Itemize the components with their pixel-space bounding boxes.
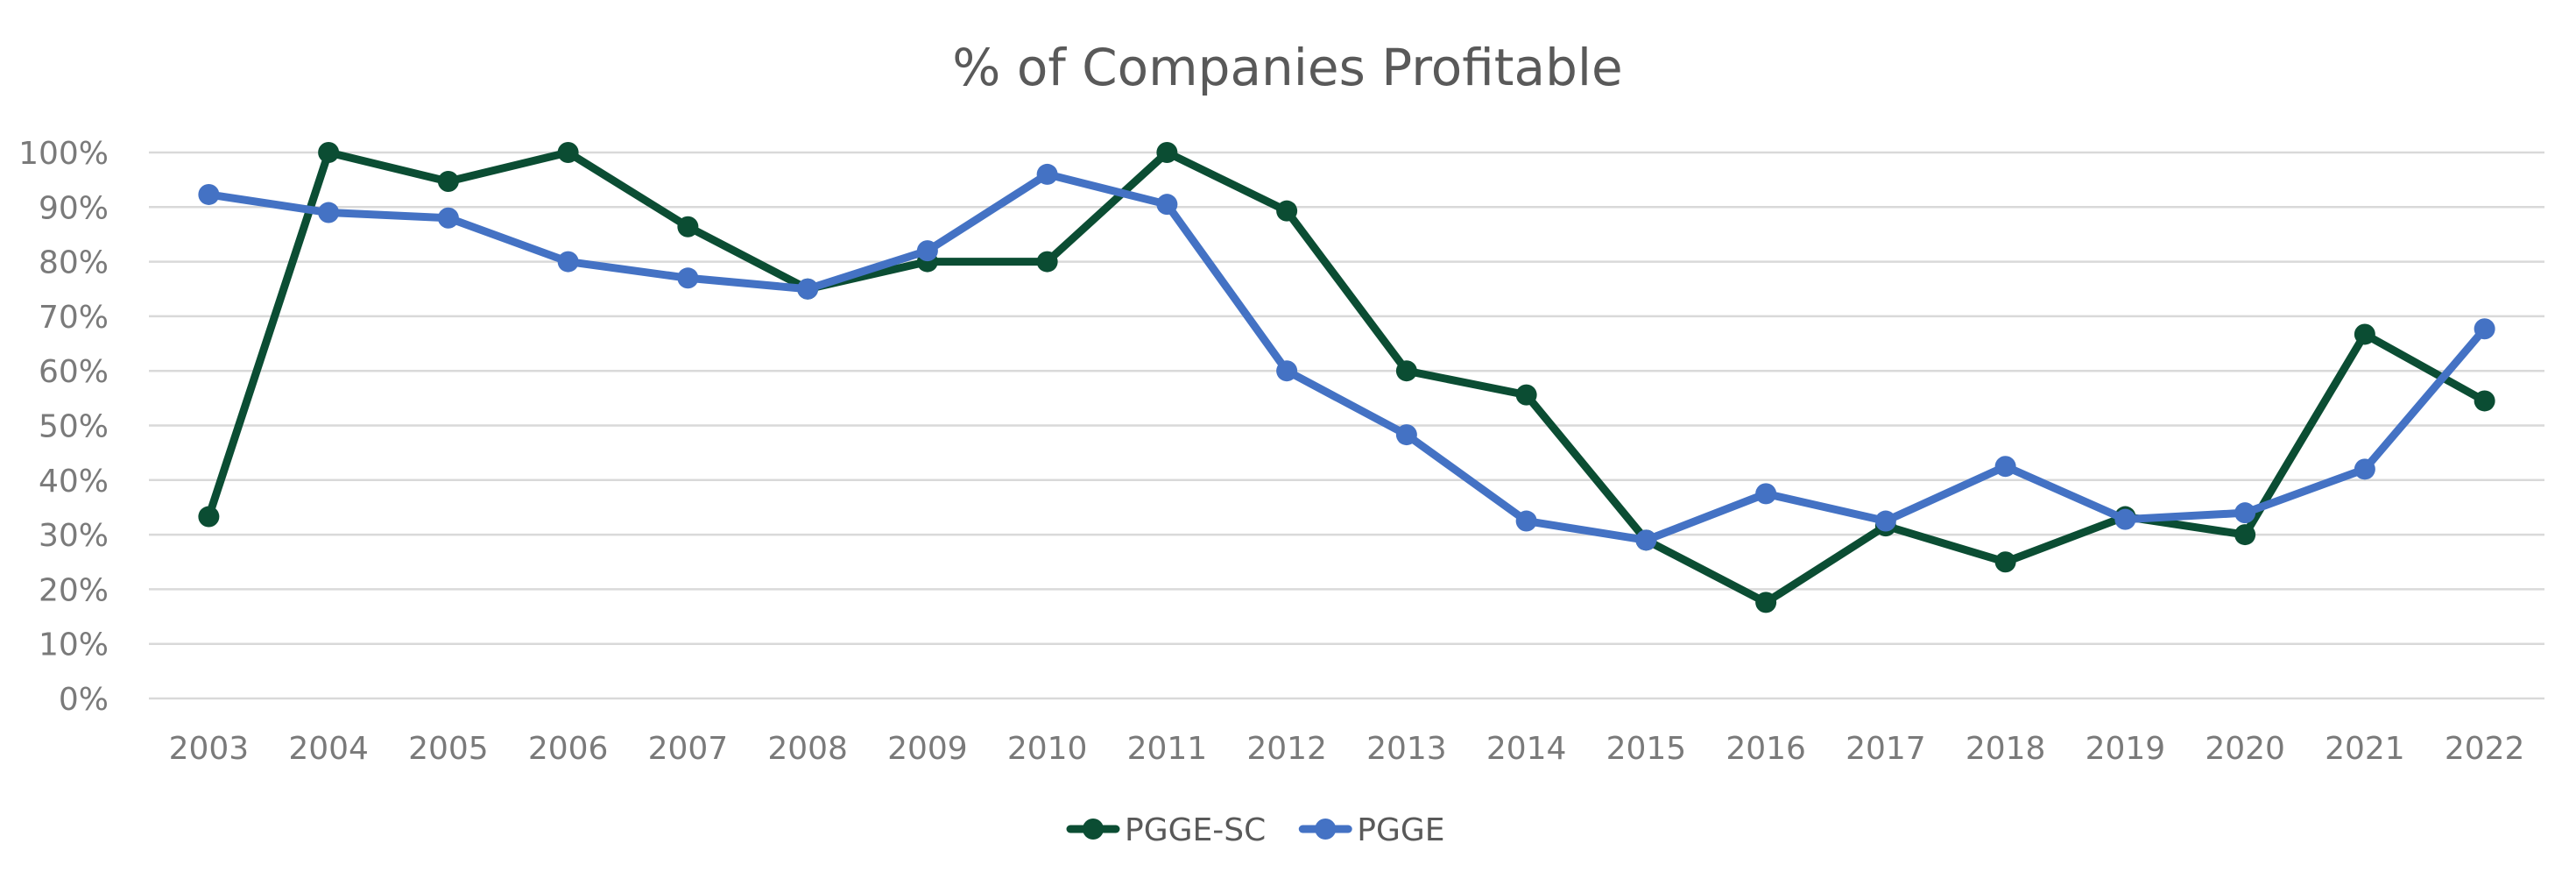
data-point [1036, 163, 1058, 185]
x-tick-label: 2010 [1007, 731, 1088, 767]
series-line-pgge [204, 170, 2489, 544]
data-point [1395, 360, 1417, 382]
data-point [677, 216, 699, 237]
data-point [1755, 592, 1777, 613]
y-tick-label: 100% [18, 136, 109, 172]
data-point [318, 202, 340, 223]
x-tick-label: 2009 [887, 731, 968, 767]
y-tick-label: 40% [39, 464, 109, 500]
series-lines [198, 142, 2495, 613]
x-tick-label: 2020 [2205, 731, 2285, 767]
legend: PGGE-SC PGGE [1066, 812, 1444, 848]
x-tick-label: 2005 [408, 731, 489, 767]
data-point [437, 207, 459, 229]
data-point [677, 267, 699, 289]
x-tick-label: 2008 [767, 731, 848, 767]
x-tick-label: 2014 [1486, 731, 1567, 767]
data-point [1156, 142, 1178, 163]
data-point [2474, 390, 2495, 412]
data-point [1515, 510, 1537, 532]
x-axis-tick-labels: 2003 2004 2005 2006 2007 2008 2009 2010 2011 2012… [169, 731, 2525, 767]
y-tick-label: 20% [39, 572, 109, 608]
data-point [318, 142, 340, 163]
x-tick-label: 2019 [2086, 731, 2166, 767]
data-point [1635, 529, 1657, 551]
x-tick-label: 2011 [1127, 731, 1208, 767]
legend-label: PGGE-SC [1125, 812, 1266, 848]
data-point [1156, 194, 1178, 216]
data-point [557, 251, 579, 273]
y-tick-label: 70% [39, 300, 109, 336]
x-tick-label: 2006 [528, 731, 609, 767]
data-point [437, 171, 459, 193]
data-point [1036, 251, 1058, 273]
y-tick-label: 60% [39, 354, 109, 390]
x-tick-label: 2022 [2445, 731, 2525, 767]
data-point [2354, 458, 2375, 480]
data-point [198, 506, 220, 528]
data-point [1874, 510, 1896, 532]
y-axis-tick-labels: 0% 10% 20% 30% 40% 50% 60% 70% 80% 90% 100% [18, 136, 109, 718]
x-tick-label: 2013 [1366, 731, 1447, 767]
x-tick-label: 2017 [1846, 731, 1926, 767]
data-point [2114, 508, 2136, 530]
data-point [1395, 424, 1417, 446]
y-tick-label: 30% [39, 518, 109, 554]
data-point [2354, 323, 2375, 345]
data-point [1276, 360, 1298, 382]
x-tick-label: 2004 [288, 731, 369, 767]
y-tick-label: 10% [39, 627, 109, 663]
x-tick-label: 2016 [1726, 731, 1806, 767]
series-line-pgge-sc [204, 148, 2489, 606]
data-point [916, 240, 938, 262]
legend-item-pgge: PGGE [1298, 812, 1444, 848]
data-point [797, 278, 819, 300]
x-tick-label: 2015 [1606, 731, 1687, 767]
y-tick-label: 50% [39, 409, 109, 445]
legend-item-pgge-sc: PGGE-SC [1066, 812, 1266, 848]
x-tick-label: 2007 [648, 731, 729, 767]
chart-title: % of Companies Profitable [952, 38, 1622, 97]
data-point [1994, 551, 2016, 573]
legend-swatch-marker [1083, 819, 1104, 840]
y-tick-label: 0% [59, 682, 109, 718]
data-point [2234, 502, 2256, 524]
gridlines [149, 151, 2544, 700]
x-tick-label: 2021 [2325, 731, 2405, 767]
x-tick-label: 2018 [1966, 731, 2046, 767]
data-point [2234, 524, 2256, 546]
data-point [2474, 318, 2495, 340]
data-point [1515, 384, 1537, 406]
data-point [1276, 200, 1298, 222]
series-pgge-sc [198, 142, 2495, 613]
legend-swatch-marker [1315, 819, 1337, 840]
data-point [557, 142, 579, 163]
legend-label: PGGE [1357, 812, 1444, 848]
data-point [198, 183, 220, 205]
x-tick-label: 2003 [169, 731, 250, 767]
x-tick-label: 2012 [1246, 731, 1327, 767]
series-pgge [198, 163, 2495, 551]
data-point [1755, 483, 1777, 505]
y-tick-label: 80% [39, 245, 109, 281]
y-tick-label: 90% [39, 190, 109, 226]
data-point [1994, 456, 2016, 478]
